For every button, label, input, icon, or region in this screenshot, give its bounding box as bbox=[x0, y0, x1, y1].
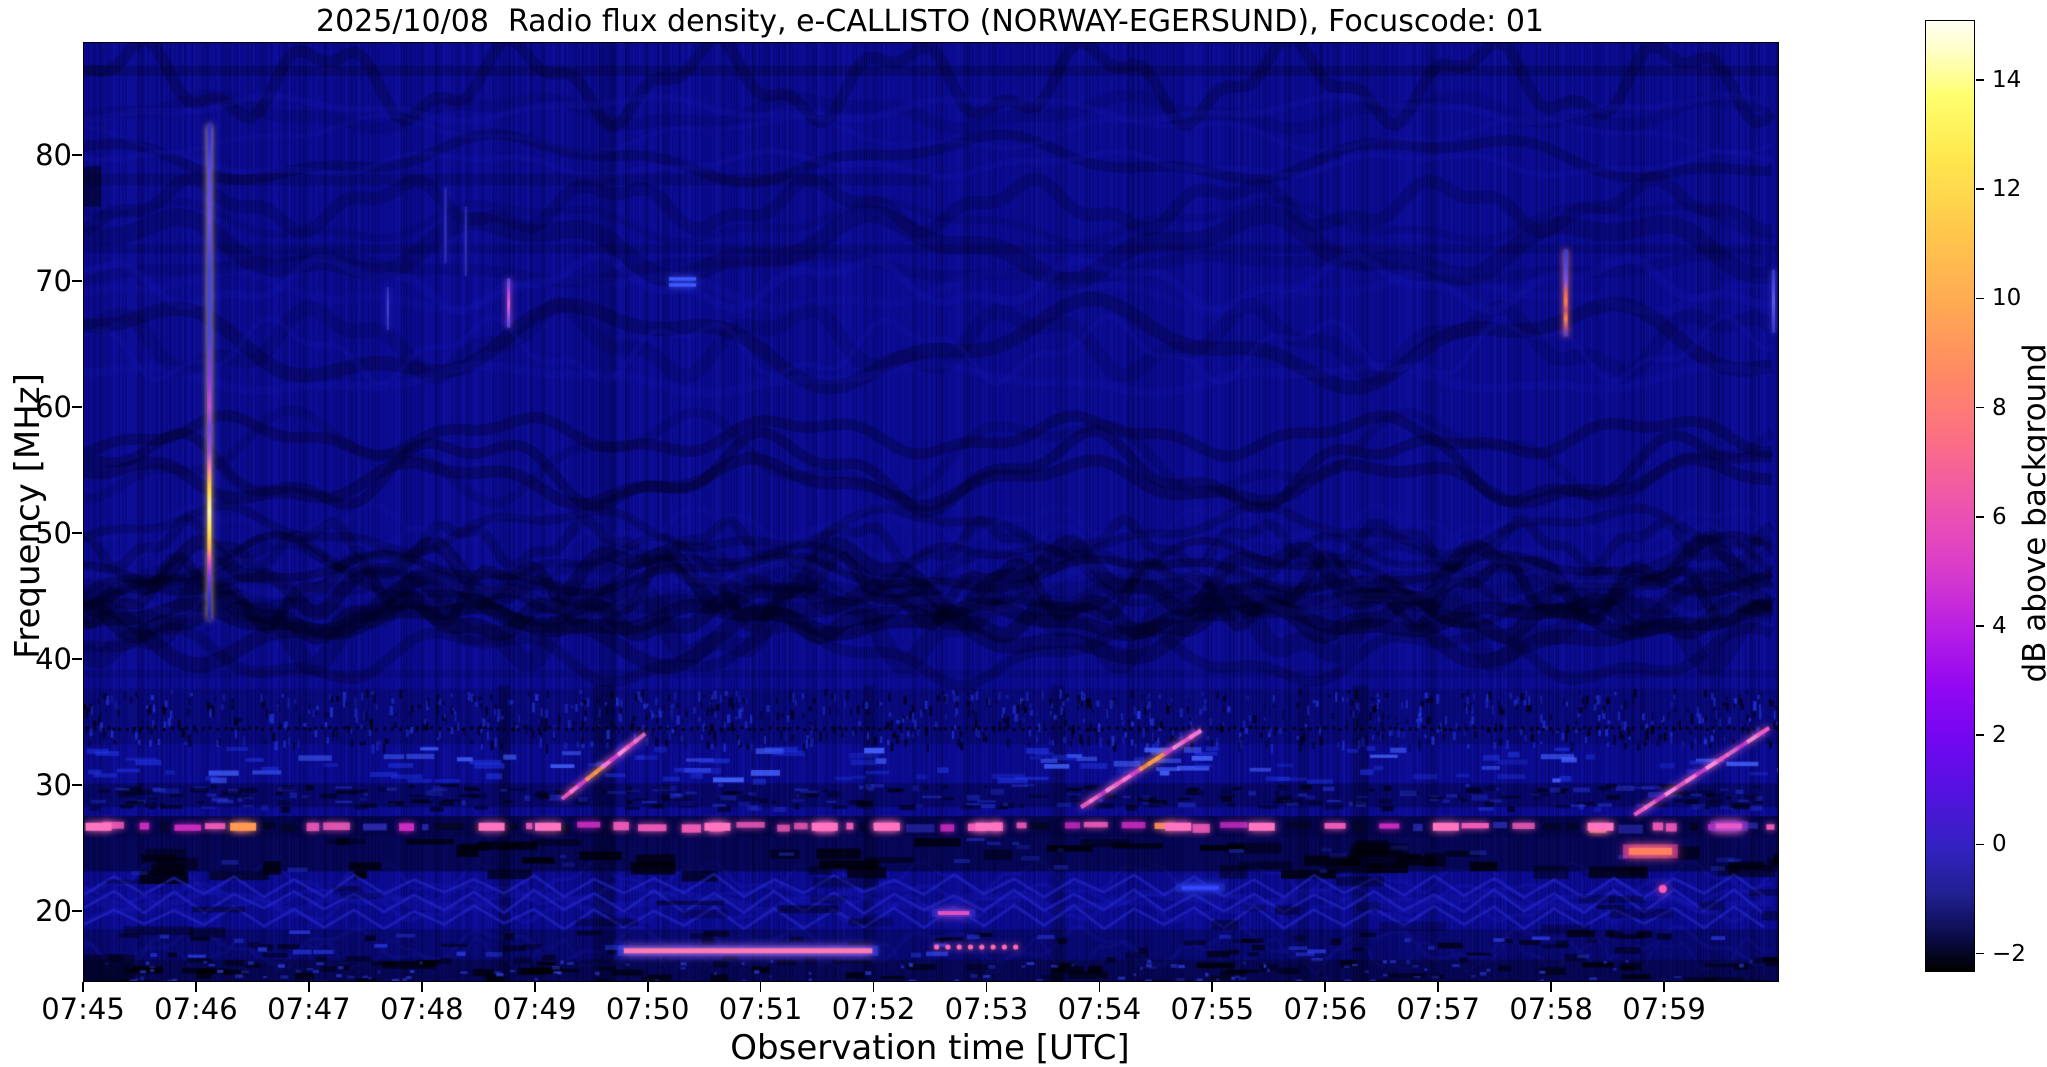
x-tick-label: 07:52 bbox=[831, 992, 916, 1026]
x-tick-label: 07:51 bbox=[718, 992, 803, 1026]
x-tick-label: 07:56 bbox=[1283, 992, 1368, 1026]
chart-title: 2025/10/08 Radio flux density, e-CALLIST… bbox=[316, 4, 1544, 39]
x-tick-label: 07:58 bbox=[1509, 992, 1593, 1026]
colorbar-tick-label: 2 bbox=[1992, 722, 2007, 749]
y-tick-mark bbox=[72, 406, 82, 409]
x-tick-mark bbox=[1550, 982, 1553, 992]
spectrogram-canvas bbox=[84, 43, 1778, 981]
colorbar-tick-label: 10 bbox=[1992, 285, 2022, 312]
x-tick-mark bbox=[195, 982, 197, 992]
x-tick-mark bbox=[985, 982, 988, 992]
y-tick-mark bbox=[72, 154, 82, 157]
x-tick-label: 07:45 bbox=[41, 992, 125, 1026]
x-tick-mark bbox=[1324, 982, 1327, 992]
x-tick-mark bbox=[1098, 982, 1101, 992]
x-tick-label: 07:54 bbox=[1057, 992, 1142, 1026]
x-tick-label: 07:59 bbox=[1622, 992, 1706, 1026]
y-tick-mark bbox=[72, 532, 82, 534]
colorbar-label: dB above background bbox=[2017, 343, 2047, 683]
colorbar-tick-label: 0 bbox=[1992, 831, 2007, 858]
colorbar-tick-mark bbox=[1976, 843, 1984, 846]
y-tick-label: 70 bbox=[35, 264, 72, 299]
x-tick-label: 07:55 bbox=[1170, 992, 1255, 1026]
y-tick-label: 20 bbox=[35, 893, 72, 928]
x-tick-label: 07:50 bbox=[605, 992, 690, 1026]
plot-area bbox=[83, 42, 1779, 982]
y-tick-mark bbox=[72, 658, 82, 660]
x-tick-label: 07:57 bbox=[1396, 992, 1480, 1026]
colorbar-tick-mark bbox=[1976, 734, 1984, 737]
colorbar-tick-mark bbox=[1976, 406, 1984, 409]
x-tick-mark bbox=[872, 982, 875, 992]
x-tick-mark bbox=[1437, 982, 1440, 992]
x-tick-mark bbox=[420, 982, 423, 992]
colorbar-tick-label: 4 bbox=[1992, 613, 2007, 640]
colorbar-tick-mark bbox=[1976, 188, 1984, 191]
x-tick-mark bbox=[533, 982, 536, 992]
colorbar-tick-mark bbox=[1976, 516, 1984, 518]
y-tick-label: 50 bbox=[35, 516, 72, 551]
colorbar-tick-mark bbox=[1976, 297, 1984, 300]
colorbar-tick-mark bbox=[1976, 952, 1984, 955]
x-tick-mark bbox=[646, 982, 649, 992]
colorbar-tick-mark bbox=[1976, 79, 1984, 81]
y-tick-label: 30 bbox=[35, 767, 72, 802]
x-tick-mark bbox=[1211, 982, 1214, 992]
y-tick-label: 40 bbox=[35, 641, 72, 676]
colorbar-tick-label: 14 bbox=[1992, 67, 2022, 94]
x-axis-label: Observation time [UTC] bbox=[730, 1028, 1130, 1067]
y-tick-mark bbox=[72, 280, 82, 283]
x-tick-label: 07:46 bbox=[154, 992, 238, 1026]
x-tick-label: 07:53 bbox=[944, 992, 1029, 1026]
y-tick-label: 60 bbox=[35, 390, 72, 425]
colorbar-tick-label: 12 bbox=[1992, 176, 2022, 203]
y-tick-mark bbox=[72, 783, 82, 786]
colorbar-tick-label: −2 bbox=[1992, 940, 2026, 967]
y-tick-mark bbox=[72, 909, 82, 912]
x-tick-label: 07:49 bbox=[492, 992, 577, 1026]
x-tick-mark bbox=[759, 982, 762, 992]
x-tick-mark bbox=[307, 982, 310, 992]
colorbar-tick-label: 8 bbox=[1992, 394, 2007, 421]
x-tick-label: 07:48 bbox=[380, 992, 464, 1026]
x-tick-label: 07:47 bbox=[267, 992, 351, 1026]
y-tick-label: 80 bbox=[35, 138, 72, 173]
colorbar-tick-label: 6 bbox=[1992, 503, 2007, 530]
x-tick-mark bbox=[1663, 982, 1665, 992]
x-tick-mark bbox=[82, 982, 84, 992]
colorbar-tick-mark bbox=[1976, 625, 1984, 627]
colorbar bbox=[1925, 20, 1975, 972]
